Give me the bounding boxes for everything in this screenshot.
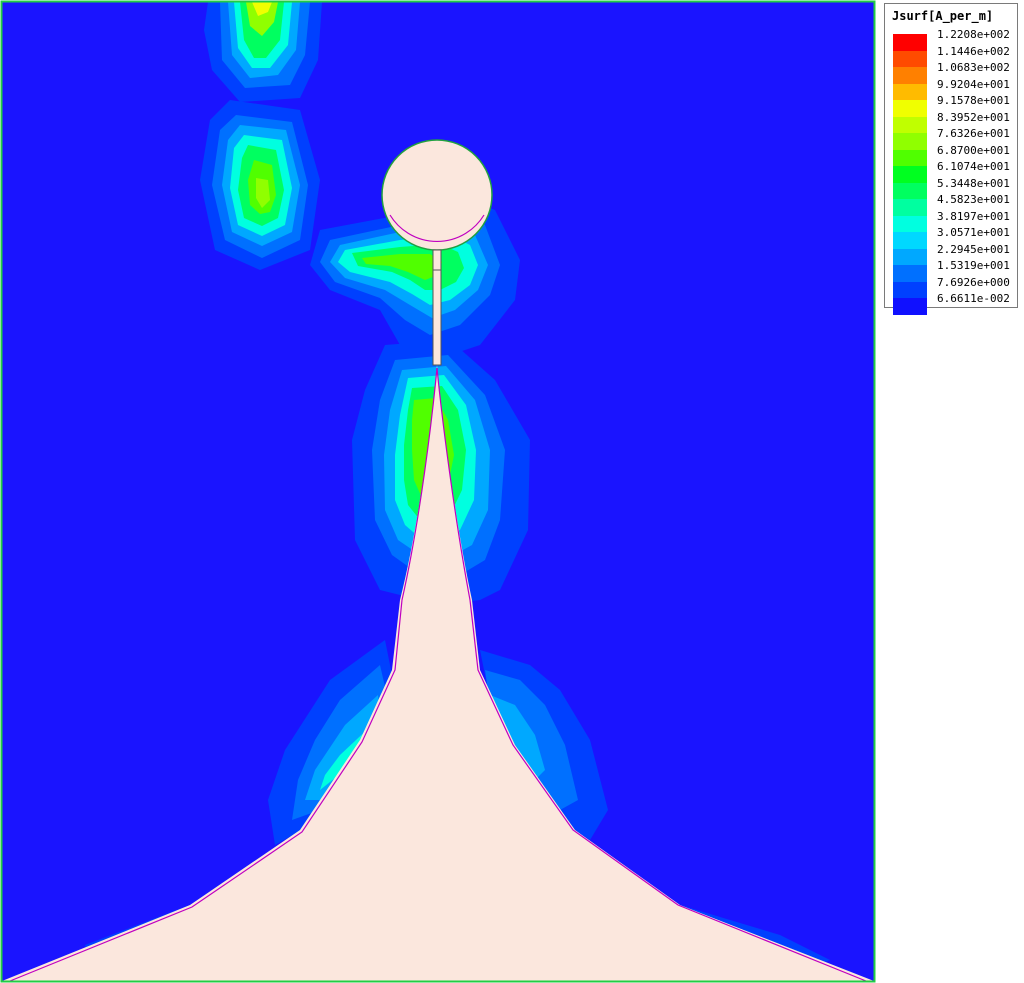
taper-edge-trace-left — [9, 367, 438, 982]
legend-label: 6.6611e-002 — [937, 292, 1010, 305]
legend-label: 7.6926e+000 — [937, 275, 1010, 289]
color-legend: Jsurf[A_per_m] 1.2208e+002 1.1446e+002 1.0… — [884, 3, 1018, 315]
legend-label: 4.5823e+001 — [937, 193, 1010, 206]
legend-label: 8.3952e+001 — [937, 110, 1010, 124]
legend-title: Jsurf[A_per_m] — [892, 9, 994, 23]
legend-swatch — [893, 199, 927, 216]
legend-label: 3.0571e+001 — [937, 226, 1010, 239]
legend-label: 1.2208e+002 — [937, 28, 1010, 41]
legend-swatch — [893, 116, 927, 133]
legend-label: 2.2945e+001 — [937, 242, 1010, 256]
legend-swatch — [893, 215, 927, 232]
hotspot-top — [204, 2, 322, 102]
legend-label: 7.6326e+001 — [937, 127, 1010, 140]
legend-swatch — [893, 182, 927, 199]
hotspot-base-right — [480, 650, 608, 840]
legend-label: 1.1446e+002 — [937, 44, 1010, 58]
legend-swatch — [893, 67, 927, 84]
legend-swatch — [893, 133, 927, 150]
legend-swatch — [893, 298, 927, 315]
metal-taper — [2, 365, 874, 981]
legend-label: 9.9204e+001 — [937, 77, 1010, 91]
metal-circle — [381, 139, 493, 251]
legend-swatch — [893, 281, 927, 298]
legend-swatch — [893, 50, 927, 67]
legend-swatch — [893, 149, 927, 166]
legend-label: 6.1074e+001 — [937, 160, 1010, 173]
legend-label: 5.3448e+001 — [937, 176, 1010, 190]
legend-label: 6.8700e+001 — [937, 143, 1010, 157]
hotspot-base-left — [268, 640, 395, 845]
legend-swatch — [893, 232, 927, 249]
legend-label: 1.5319e+001 — [937, 259, 1010, 272]
metal-stem — [432, 249, 442, 366]
legend-swatch — [893, 34, 927, 51]
hotspot-middle-left — [200, 100, 320, 270]
legend-swatch — [893, 248, 927, 265]
taper-edge-trace-right — [436, 367, 867, 982]
plot-boundary — [0, 0, 876, 983]
legend-swatch — [893, 166, 927, 183]
legend-label: 9.1578e+001 — [937, 94, 1010, 107]
legend-label: 3.8197e+001 — [937, 209, 1010, 223]
legend-swatch — [893, 265, 927, 282]
field-plot — [0, 0, 876, 983]
circle-edge-trace — [389, 214, 485, 242]
legend-label: 1.0683e+002 — [937, 61, 1010, 74]
legend-swatch — [893, 100, 927, 117]
legend-swatch — [893, 83, 927, 100]
